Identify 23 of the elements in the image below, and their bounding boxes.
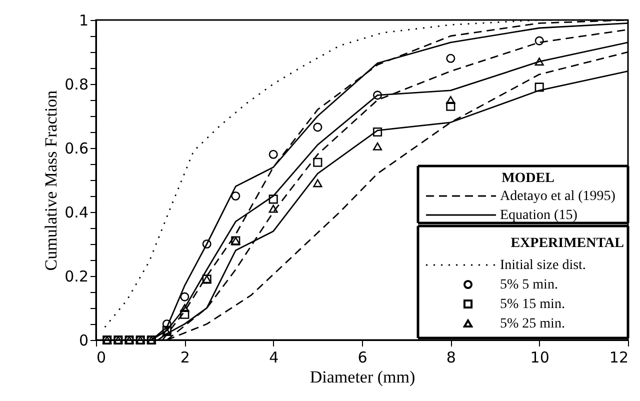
x-tick-label: 2 bbox=[180, 348, 190, 366]
y-tick-label: 0 bbox=[78, 332, 88, 350]
y-axis-title: Cumulative Mass Fraction bbox=[42, 90, 61, 271]
x-tick-label: 12 bbox=[609, 348, 628, 366]
legend-label: 5% 15 min. bbox=[500, 297, 565, 312]
legend-label: 5% 25 min. bbox=[500, 316, 565, 332]
legend-label: 5% 5 min. bbox=[500, 278, 558, 292]
x-tick-label: 4 bbox=[269, 348, 279, 366]
legend-label: Equation (15) bbox=[500, 208, 578, 223]
x-tick-label: 10 bbox=[530, 348, 550, 366]
y-tick-label: 0.6 bbox=[64, 140, 88, 158]
x-tick-label: 0 bbox=[96, 348, 106, 366]
y-tick-label: 0.8 bbox=[64, 76, 88, 94]
annotation: MODEL bbox=[502, 171, 554, 186]
y-tick-label: 0.4 bbox=[64, 204, 88, 222]
annotation: EXPERIMENTAL bbox=[510, 236, 624, 251]
x-axis-title: Diameter (mm) bbox=[310, 368, 416, 386]
y-tick-label: 1 bbox=[78, 12, 88, 30]
legend-label: Initial size dist. bbox=[500, 258, 586, 273]
y-tick-label: 0.2 bbox=[64, 268, 88, 286]
legend-label: Adetayo et al (1995) bbox=[500, 189, 616, 204]
x-tick-label: 8 bbox=[446, 348, 456, 366]
x-tick-label: 6 bbox=[358, 348, 368, 366]
